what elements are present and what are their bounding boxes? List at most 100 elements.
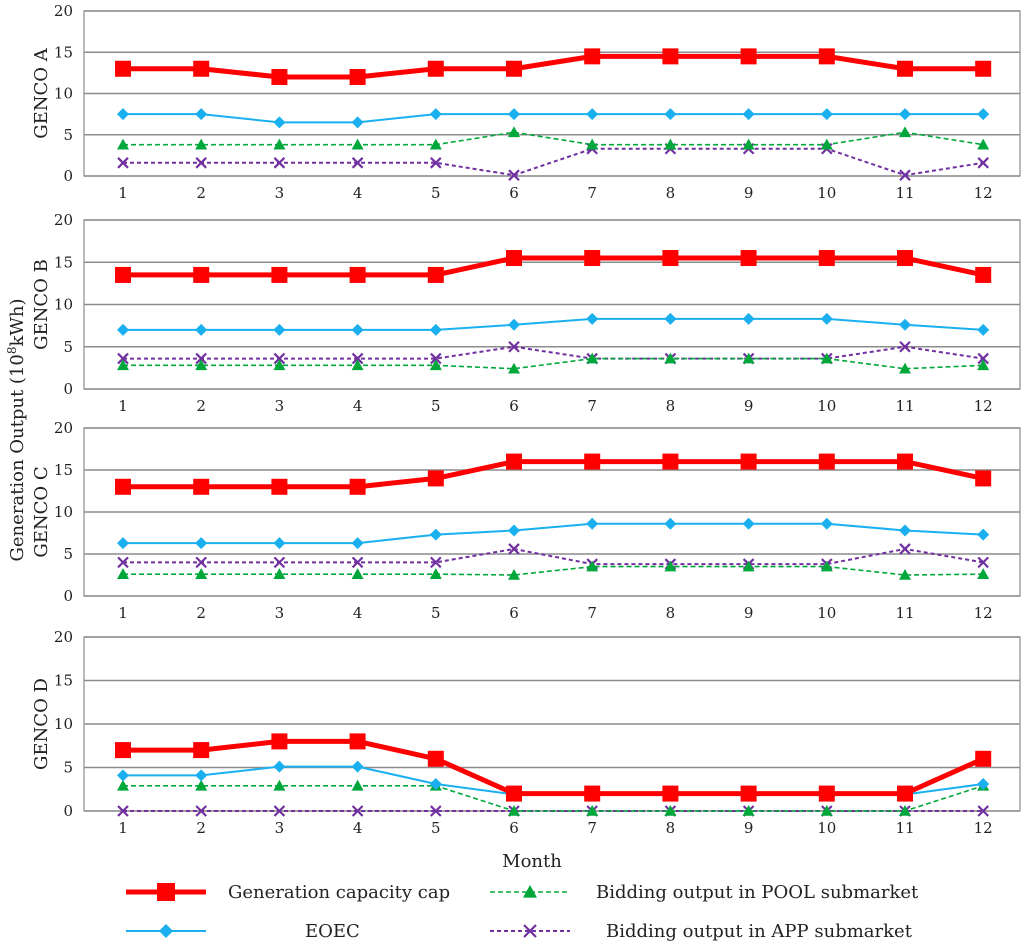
data-point: [351, 352, 364, 365]
x-tick-label: 1: [118, 819, 128, 837]
x-tick-label: 1: [118, 184, 128, 202]
data-point: [818, 48, 835, 65]
y-tick-label: 5: [63, 338, 73, 356]
data-point: [508, 169, 520, 181]
series-line: [123, 317, 984, 331]
data-point: [115, 742, 131, 759]
data-point: [273, 760, 286, 773]
data-point: [742, 138, 755, 150]
data-point: [742, 352, 755, 364]
data-point: [584, 48, 601, 65]
data-point: [506, 785, 522, 802]
x-tick-label: 8: [666, 819, 676, 837]
data-point: [508, 569, 520, 580]
data-point: [349, 266, 366, 283]
legend-label: Bidding output in POOL submarket: [596, 882, 919, 903]
x-tick-label: 6: [509, 819, 519, 837]
data-point: [349, 733, 366, 750]
legend-item-generation-capacity-cap: Generation capacity cap: [126, 882, 450, 903]
data-point: [115, 478, 131, 495]
data-point: [271, 266, 288, 283]
data-point: [662, 453, 679, 470]
data-point: [429, 528, 442, 541]
data-point: [899, 524, 911, 537]
data-point: [740, 785, 757, 802]
x-tick-label: 12: [974, 819, 993, 837]
data-point: [820, 352, 833, 364]
data-point: [117, 769, 129, 782]
data-point: [897, 785, 913, 802]
data-point: [977, 528, 990, 541]
series-generation-capacity-cap: [115, 733, 992, 802]
data-point: [899, 340, 911, 353]
data-point: [427, 470, 444, 487]
data-point: [662, 785, 679, 802]
series-line: [123, 459, 984, 490]
data-point: [273, 138, 286, 150]
legend-label: Generation capacity cap: [228, 882, 450, 903]
x-tick-label: 11: [895, 184, 914, 202]
data-point: [664, 517, 677, 530]
panel-y-label: GENCO D: [31, 678, 52, 770]
data-point: [975, 60, 992, 77]
data-point: [742, 517, 755, 530]
series-line: [123, 547, 984, 566]
data-point: [273, 568, 286, 579]
data-point: [271, 69, 288, 85]
x-tick-label: 10: [817, 604, 836, 622]
data-point: [273, 556, 286, 569]
y-tick-label: 15: [54, 672, 73, 690]
data-point: [664, 352, 677, 364]
square-icon: [157, 883, 175, 901]
data-point: [664, 108, 677, 121]
data-point: [351, 138, 364, 150]
series-line: [123, 53, 984, 80]
data-point: [508, 362, 520, 374]
x-tick-label: 11: [895, 397, 914, 415]
x-tick-label: 6: [509, 604, 519, 622]
data-point: [429, 138, 442, 150]
panel-y-label: GENCO B: [31, 259, 52, 350]
data-point: [977, 157, 989, 169]
data-point: [195, 805, 207, 817]
x-tick-label: 10: [817, 397, 836, 415]
data-point: [506, 60, 522, 77]
data-point: [899, 126, 911, 138]
triangle-icon: [523, 885, 537, 898]
y-tick-label: 20: [54, 628, 73, 646]
data-point: [975, 470, 992, 487]
y-tick-label: 15: [54, 253, 73, 271]
x-tick-label: 6: [509, 397, 519, 415]
data-point: [975, 266, 992, 283]
data-point: [820, 805, 833, 816]
data-point: [586, 138, 599, 150]
series-line: [123, 357, 984, 370]
data-point: [742, 560, 755, 572]
data-point: [586, 560, 599, 572]
data-point: [662, 48, 679, 65]
legend-label: Bidding output in APP submarket: [606, 921, 913, 942]
data-point: [117, 556, 129, 569]
y-tick-label: 0: [63, 380, 73, 398]
data-point: [818, 785, 835, 802]
series-line: [123, 565, 984, 576]
data-point: [427, 266, 444, 283]
series-generation-capacity-cap: [115, 453, 992, 495]
data-point: [977, 359, 990, 371]
data-point: [351, 556, 364, 569]
series-bidding-output-in-app-submarket: [117, 340, 989, 365]
series-line: [123, 255, 984, 278]
data-point: [351, 359, 364, 371]
series-line: [123, 765, 984, 796]
data-point: [506, 453, 522, 470]
series-bidding-output-in-app-submarket: [117, 543, 989, 570]
data-point: [584, 250, 601, 267]
chart-legend: Generation capacity cap Bidding output in…: [126, 882, 919, 942]
data-point: [662, 250, 679, 267]
panel-y-label: GENCO A: [31, 47, 52, 139]
data-point: [897, 60, 913, 77]
series-line: [123, 345, 984, 360]
x-tick-label: 7: [587, 397, 597, 415]
